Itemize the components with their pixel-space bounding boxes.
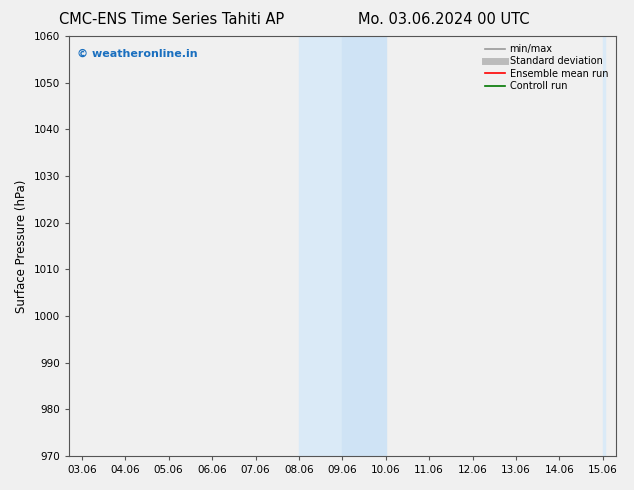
- Text: © weatheronline.in: © weatheronline.in: [77, 49, 198, 59]
- Bar: [342, 36, 385, 456]
- Y-axis label: Surface Pressure (hPa): Surface Pressure (hPa): [15, 179, 28, 313]
- Bar: [299, 36, 342, 456]
- Text: CMC-ENS Time Series Tahiti AP: CMC-ENS Time Series Tahiti AP: [58, 12, 284, 27]
- Text: Mo. 03.06.2024 00 UTC: Mo. 03.06.2024 00 UTC: [358, 12, 529, 27]
- Bar: [603, 36, 605, 456]
- Legend: min/max, Standard deviation, Ensemble mean run, Controll run: min/max, Standard deviation, Ensemble me…: [482, 41, 611, 94]
